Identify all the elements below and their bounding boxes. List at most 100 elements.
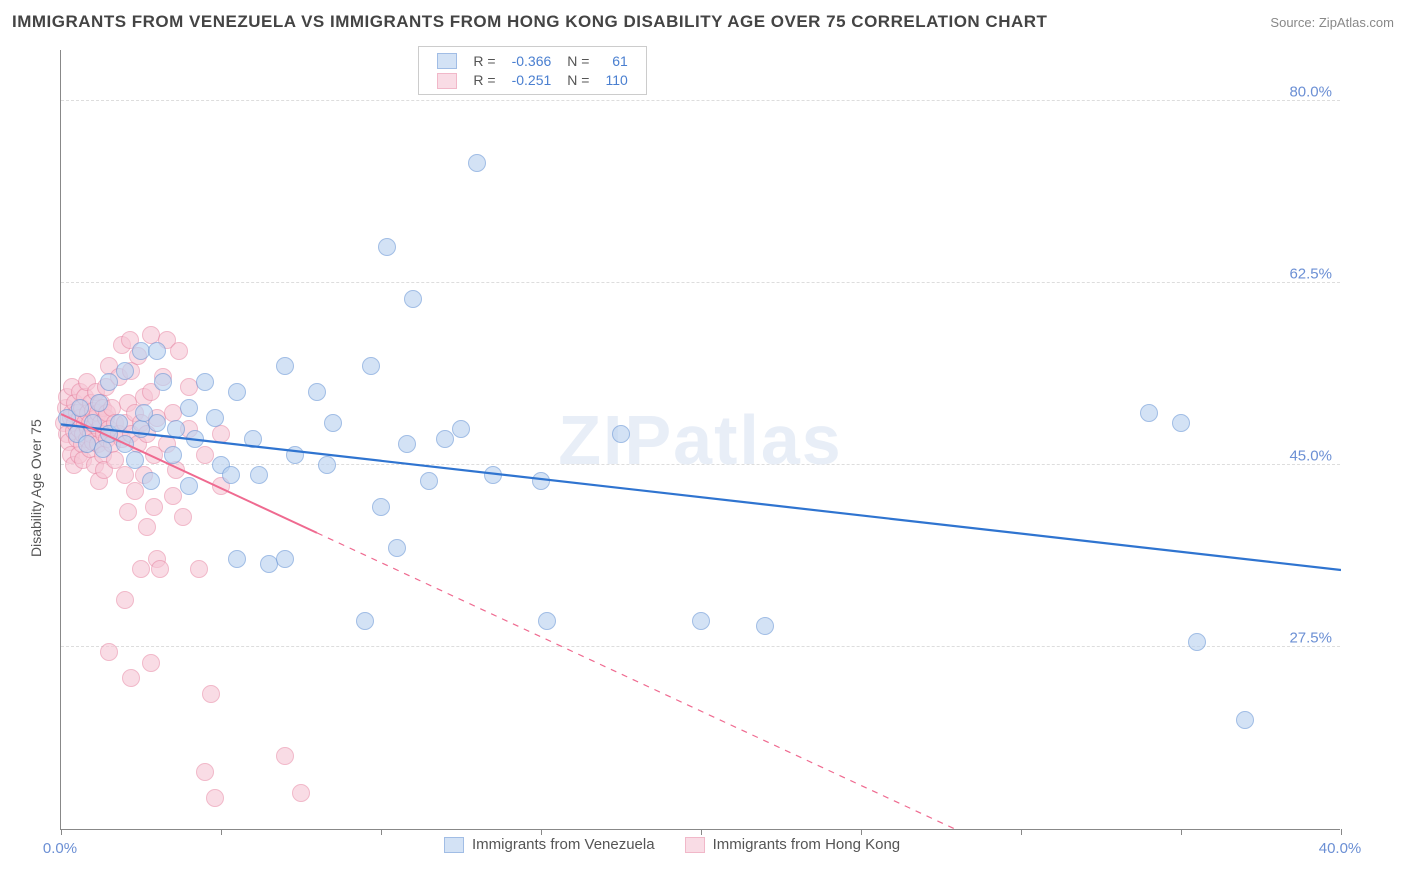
- data-point: [170, 342, 188, 360]
- gridline: [61, 646, 1340, 647]
- data-point: [132, 560, 150, 578]
- data-point: [196, 373, 214, 391]
- data-point: [202, 685, 220, 703]
- data-point: [84, 414, 102, 432]
- data-point: [308, 383, 326, 401]
- data-point: [206, 789, 224, 807]
- x-tick: [1181, 829, 1182, 835]
- data-point: [292, 784, 310, 802]
- data-point: [71, 399, 89, 417]
- data-point: [612, 425, 630, 443]
- data-point: [90, 394, 108, 412]
- legend-label: Immigrants from Hong Kong: [713, 836, 901, 853]
- data-point: [276, 357, 294, 375]
- x-tick: [381, 829, 382, 835]
- data-point: [148, 342, 166, 360]
- series-legend: Immigrants from Venezuela Immigrants from…: [444, 836, 900, 853]
- correlation-legend: R =-0.366N =61R =-0.251N =110: [418, 46, 646, 95]
- data-point: [1188, 633, 1206, 651]
- chart-title: IMMIGRANTS FROM VENEZUELA VS IMMIGRANTS …: [12, 12, 1047, 32]
- data-point: [228, 550, 246, 568]
- source-name[interactable]: ZipAtlas.com: [1319, 15, 1394, 30]
- data-point: [378, 238, 396, 256]
- data-point: [180, 399, 198, 417]
- data-point: [250, 466, 268, 484]
- data-point: [174, 508, 192, 526]
- data-point: [468, 154, 486, 172]
- legend-swatch: [444, 837, 464, 853]
- data-point: [388, 539, 406, 557]
- data-point: [151, 560, 169, 578]
- data-point: [190, 560, 208, 578]
- y-tick-label: 27.5%: [1289, 630, 1332, 647]
- data-point: [356, 612, 374, 630]
- data-point: [228, 383, 246, 401]
- y-axis-label: Disability Age Over 75: [28, 419, 44, 557]
- data-point: [110, 414, 128, 432]
- data-point: [532, 472, 550, 490]
- data-point: [276, 747, 294, 765]
- data-point: [1172, 414, 1190, 432]
- data-point: [116, 591, 134, 609]
- data-point: [122, 669, 140, 687]
- data-point: [362, 357, 380, 375]
- chart: 27.5%45.0%62.5%80.0%ZIPatlas0.0%40.0%Dis…: [12, 40, 1394, 860]
- data-point: [100, 643, 118, 661]
- data-point: [420, 472, 438, 490]
- data-point: [167, 420, 185, 438]
- y-tick-label: 45.0%: [1289, 448, 1332, 465]
- legend-label: Immigrants from Venezuela: [472, 836, 655, 853]
- data-point: [404, 290, 422, 308]
- data-point: [1236, 711, 1254, 729]
- data-point: [142, 472, 160, 490]
- data-point: [538, 612, 556, 630]
- data-point: [94, 440, 112, 458]
- header: IMMIGRANTS FROM VENEZUELA VS IMMIGRANTS …: [12, 12, 1394, 32]
- data-point: [100, 373, 118, 391]
- data-point: [145, 498, 163, 516]
- data-point: [196, 763, 214, 781]
- legend-item: Immigrants from Hong Kong: [685, 836, 901, 853]
- data-point: [398, 435, 416, 453]
- data-point: [126, 451, 144, 469]
- data-point: [142, 654, 160, 672]
- y-tick-label: 80.0%: [1289, 84, 1332, 101]
- data-point: [324, 414, 342, 432]
- data-point: [164, 487, 182, 505]
- data-point: [1140, 404, 1158, 422]
- data-point: [276, 550, 294, 568]
- data-point: [148, 414, 166, 432]
- gridline: [61, 282, 1340, 283]
- data-point: [119, 503, 137, 521]
- data-point: [196, 446, 214, 464]
- source-label: Source:: [1270, 15, 1315, 30]
- x-tick: [61, 829, 62, 835]
- data-point: [372, 498, 390, 516]
- data-point: [138, 518, 156, 536]
- data-point: [244, 430, 262, 448]
- x-tick: [221, 829, 222, 835]
- data-point: [286, 446, 304, 464]
- x-tick: [701, 829, 702, 835]
- legend-swatch: [685, 837, 705, 853]
- watermark: ZIPatlas: [558, 400, 842, 480]
- data-point: [116, 362, 134, 380]
- data-point: [186, 430, 204, 448]
- gridline: [61, 100, 1340, 101]
- data-point: [164, 446, 182, 464]
- data-point: [692, 612, 710, 630]
- data-point: [126, 482, 144, 500]
- x-tick-label: 40.0%: [1319, 840, 1362, 857]
- data-point: [180, 477, 198, 495]
- data-point: [436, 430, 454, 448]
- legend-item: Immigrants from Venezuela: [444, 836, 655, 853]
- x-tick: [1021, 829, 1022, 835]
- plot-area: 27.5%45.0%62.5%80.0%ZIPatlas: [60, 50, 1340, 830]
- data-point: [206, 409, 224, 427]
- data-point: [167, 461, 185, 479]
- data-point: [484, 466, 502, 484]
- data-point: [452, 420, 470, 438]
- legend-swatch: [437, 53, 457, 69]
- data-point: [222, 466, 240, 484]
- data-point: [212, 425, 230, 443]
